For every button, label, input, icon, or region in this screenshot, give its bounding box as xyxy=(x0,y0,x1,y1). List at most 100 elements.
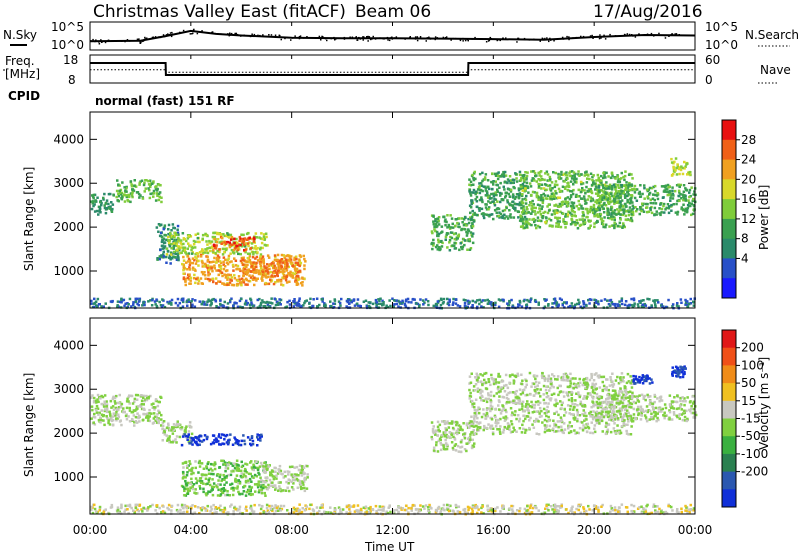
heatmap-cell xyxy=(211,512,214,515)
heatmap-cell xyxy=(493,197,496,201)
heatmap-cell xyxy=(469,183,473,187)
heatmap-cell xyxy=(418,509,421,513)
heatmap-cell xyxy=(120,506,123,510)
heatmap-cell xyxy=(484,203,487,206)
heatmap-cell xyxy=(607,211,610,214)
heatmap-cell xyxy=(93,396,96,400)
heatmap-cell xyxy=(622,205,625,208)
heatmap-cell xyxy=(493,209,497,212)
heatmap-cell xyxy=(530,204,534,207)
heatmap-cell xyxy=(271,260,275,264)
heatmap-cell xyxy=(552,171,555,174)
heatmap-cell xyxy=(212,485,216,489)
heatmap-cell xyxy=(264,269,268,273)
heatmap-cell xyxy=(193,273,196,277)
noise-sample xyxy=(568,38,570,41)
heatmap-cell xyxy=(249,276,253,279)
noise-sample xyxy=(539,40,541,42)
noise-sample xyxy=(136,38,139,41)
noise-sample xyxy=(139,41,141,43)
heatmap-cell xyxy=(587,195,591,198)
heatmap-cell xyxy=(264,476,267,479)
heatmap-cell xyxy=(242,263,245,266)
heatmap-cell xyxy=(567,210,570,213)
noise-sample xyxy=(459,38,461,40)
heatmap-cell xyxy=(446,226,449,229)
heatmap-cell xyxy=(570,207,574,210)
heatmap-cell xyxy=(231,493,235,497)
heatmap-cell xyxy=(300,471,303,474)
heatmap-cell xyxy=(128,409,132,412)
heatmap-cell xyxy=(558,220,561,223)
heatmap-cell xyxy=(596,173,600,177)
heatmap-cell xyxy=(239,243,242,247)
heatmap-cell xyxy=(639,301,642,304)
heatmap-cell xyxy=(302,483,305,486)
heatmap-cell xyxy=(267,486,271,489)
heatmap-cell xyxy=(228,494,231,497)
heatmap-cell xyxy=(212,297,215,301)
heatmap-cell xyxy=(606,198,609,201)
noise-sample xyxy=(575,36,578,39)
heatmap-cell xyxy=(535,180,539,183)
noise-sample xyxy=(664,34,666,37)
heatmap-cell xyxy=(201,237,204,241)
heatmap-cell xyxy=(615,190,618,193)
heatmap-cell xyxy=(630,303,633,307)
heatmap-cell xyxy=(134,415,138,419)
heatmap-cell xyxy=(606,196,610,200)
heatmap-cell xyxy=(187,464,190,467)
heatmap-cell xyxy=(279,481,282,484)
heatmap-cell xyxy=(261,257,264,260)
heatmap-cell xyxy=(226,278,229,281)
heatmap-cell xyxy=(103,192,106,196)
heatmap-cell xyxy=(624,196,627,199)
heatmap-cell xyxy=(204,477,208,480)
heatmap-cell xyxy=(560,173,563,176)
heatmap-cell xyxy=(602,171,605,175)
heatmap-cell xyxy=(375,301,379,304)
noise-sample xyxy=(192,32,194,35)
heatmap-cell xyxy=(196,232,200,235)
heatmap-cell xyxy=(295,475,298,478)
heatmap-cell xyxy=(250,460,253,463)
heatmap-cell xyxy=(142,301,145,305)
heatmap-cell xyxy=(248,279,252,283)
heatmap-cell xyxy=(222,241,226,244)
heatmap-cell xyxy=(600,217,603,220)
heatmap-cell xyxy=(170,301,173,305)
heatmap-cell xyxy=(242,266,246,269)
heatmap-cell xyxy=(431,247,434,251)
heatmap-cell xyxy=(212,243,216,247)
heatmap-cell xyxy=(451,226,455,229)
heatmap-cell xyxy=(492,183,495,186)
heatmap-cell xyxy=(244,277,248,281)
heatmap-cell xyxy=(263,491,266,495)
heatmap-cell xyxy=(250,486,254,489)
heatmap-cell xyxy=(209,505,213,509)
noise-sample xyxy=(516,41,518,43)
heatmap-cell xyxy=(620,503,624,506)
heatmap-cell xyxy=(569,180,573,183)
heatmap-cell xyxy=(623,194,627,198)
heatmap-cell xyxy=(267,282,271,286)
heatmap-cell xyxy=(546,205,549,208)
heatmap-cell xyxy=(125,418,129,421)
heatmap-cell xyxy=(466,248,469,251)
noise-sample xyxy=(281,36,283,39)
heatmap-cell xyxy=(509,188,513,192)
heatmap-cell xyxy=(229,433,232,436)
heatmap-cell xyxy=(362,300,366,303)
heatmap-cell xyxy=(641,192,644,196)
heatmap-cell xyxy=(556,183,559,187)
heatmap-cell xyxy=(599,179,603,182)
heatmap-cell xyxy=(491,172,494,175)
heatmap-cell xyxy=(665,206,668,210)
heatmap-cell xyxy=(536,203,540,206)
heatmap-cell xyxy=(617,197,620,200)
heatmap-cell xyxy=(252,463,255,466)
heatmap-cell xyxy=(243,263,247,266)
heatmap-cell xyxy=(513,202,517,206)
heatmap-cell xyxy=(146,416,149,419)
heatmap-cell xyxy=(642,507,645,511)
